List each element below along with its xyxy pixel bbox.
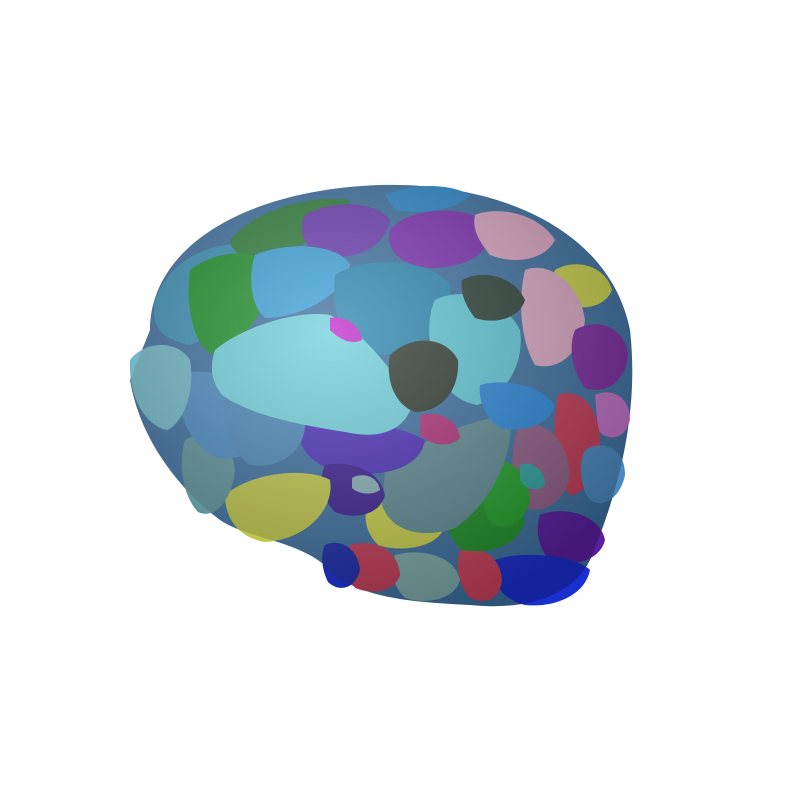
shading-overlay xyxy=(130,184,633,607)
